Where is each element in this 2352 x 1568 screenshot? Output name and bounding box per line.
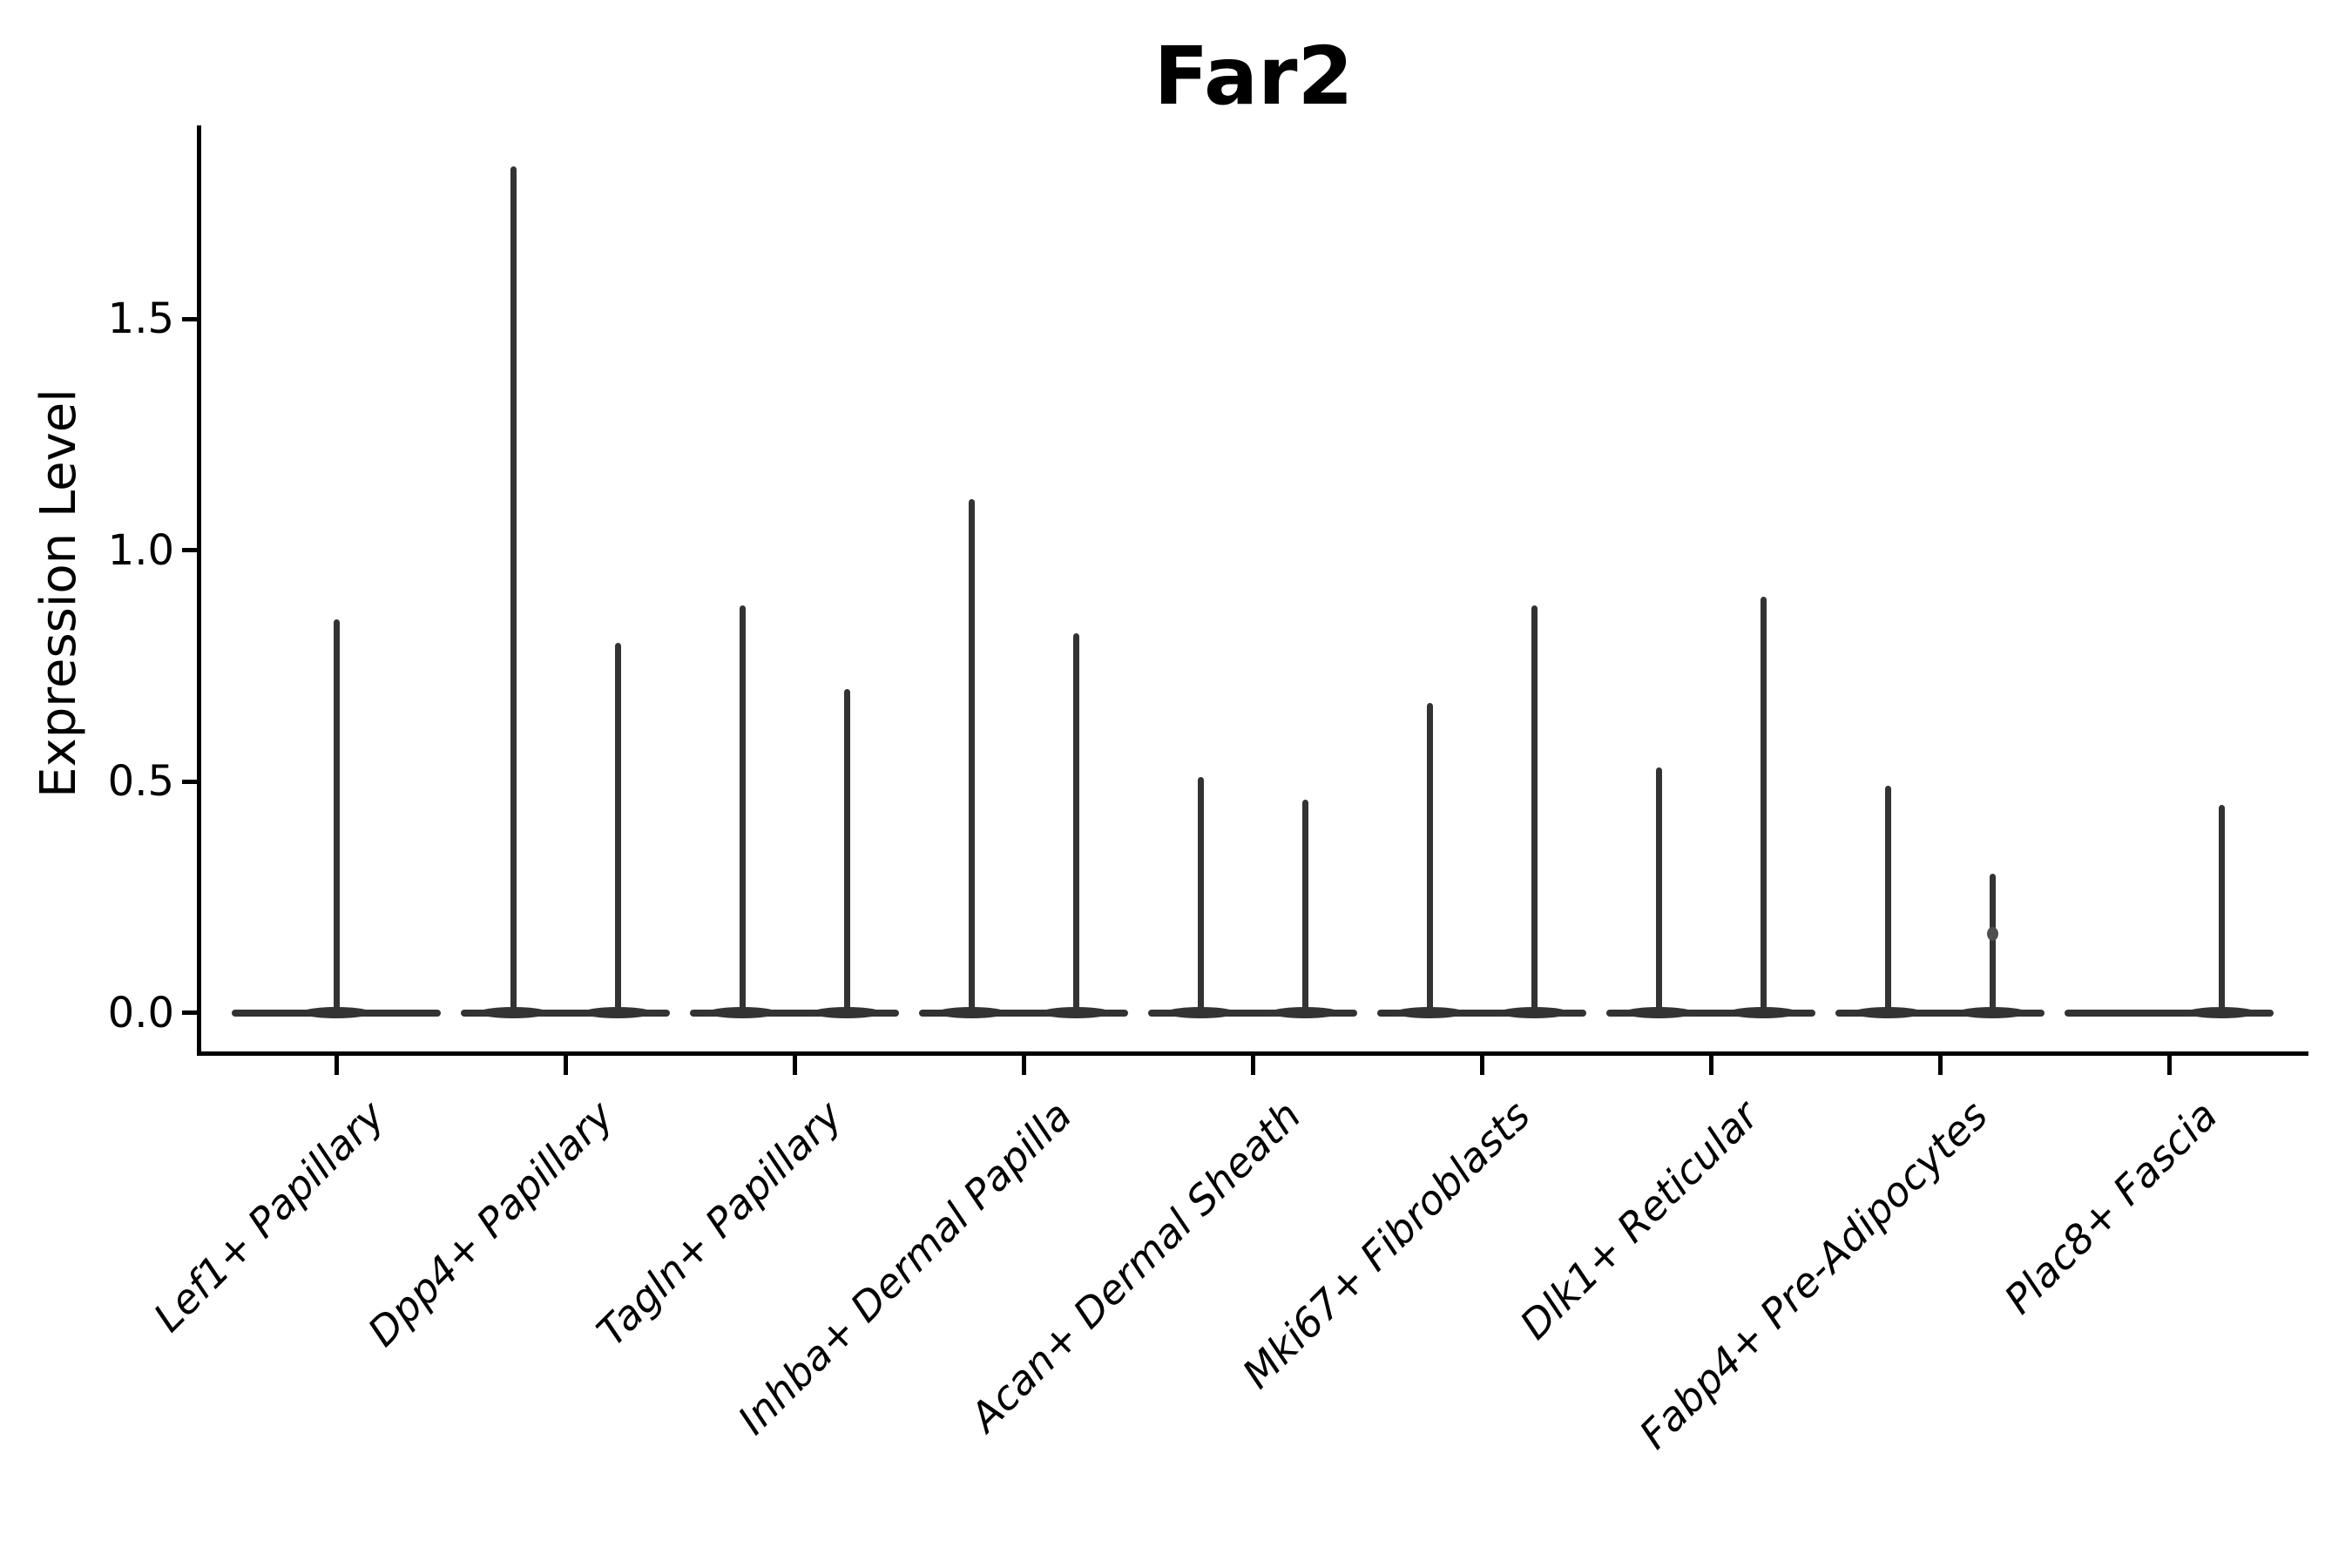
violin-spike — [1072, 633, 1079, 1017]
violin-spike — [1531, 605, 1538, 1017]
y-tick-label: 0.0 — [107, 988, 174, 1037]
y-tick — [182, 316, 197, 321]
violin-spike — [1197, 776, 1204, 1017]
x-tick — [1479, 1056, 1484, 1075]
violin-base — [1377, 1009, 1586, 1017]
violin-spike — [1426, 702, 1433, 1017]
violin-spike — [739, 605, 746, 1017]
x-tick-label: Dpp4+ Papillary — [358, 1092, 623, 1355]
y-tick-label: 1.0 — [107, 525, 174, 575]
violin-base — [461, 1009, 670, 1017]
violin-spike — [1760, 596, 1767, 1017]
x-tick — [563, 1056, 568, 1075]
violin-base — [1835, 1009, 2044, 1017]
x-tick-label: Dlk1+ Reticular — [1511, 1092, 1768, 1348]
x-tick — [334, 1056, 339, 1075]
y-tick — [182, 779, 197, 784]
y-axis-spine — [197, 125, 201, 1056]
violin-base — [919, 1009, 1128, 1017]
y-tick-label: 1.5 — [107, 294, 174, 343]
violin-base — [1148, 1009, 1357, 1017]
y-tick — [182, 1010, 197, 1015]
x-tick — [1250, 1056, 1255, 1075]
x-tick-label: Tagln+ Papillary — [588, 1092, 852, 1355]
figure-title: Far2 — [1153, 30, 1354, 123]
violin-spike — [333, 619, 340, 1017]
violin-spike — [1655, 767, 1662, 1017]
violin-spike — [1989, 874, 1996, 1017]
violin-spike — [1301, 800, 1308, 1017]
violin-spike — [614, 642, 621, 1017]
violin-spike — [510, 166, 517, 1017]
violin-base — [2065, 1009, 2274, 1017]
x-axis-spine — [197, 1051, 2308, 1056]
violin-spike — [2218, 804, 2225, 1017]
violin-spike — [1884, 786, 1891, 1017]
y-tick-label: 0.5 — [107, 757, 174, 806]
violin-spike — [968, 499, 975, 1017]
violin-base — [1606, 1009, 1815, 1017]
x-tick — [1708, 1056, 1713, 1075]
x-tick-label: Lef1+ Papillary — [144, 1092, 394, 1342]
expression-dot — [1986, 927, 1998, 942]
violin-base — [690, 1009, 899, 1017]
x-tick — [1937, 1056, 1943, 1075]
x-tick-label: Plac8+ Fascia — [1994, 1092, 2227, 1323]
violin-spike — [843, 688, 850, 1017]
x-tick — [2166, 1056, 2172, 1075]
y-tick — [182, 548, 197, 552]
x-tick — [1021, 1056, 1026, 1075]
x-tick — [792, 1056, 797, 1075]
